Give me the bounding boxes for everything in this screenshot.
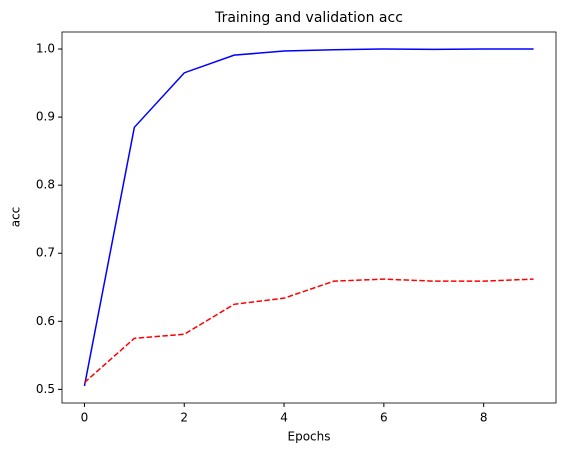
y-tick-label: 0.9 (36, 110, 55, 124)
y-tick-label: 0.5 (36, 382, 55, 396)
chart-title: Training and validation acc (214, 10, 403, 26)
x-tick-label: 4 (280, 411, 288, 425)
y-tick-label: 0.8 (36, 178, 55, 192)
x-tick-label: 2 (180, 411, 188, 425)
data-line (83, 48, 534, 387)
y-axis-label: acc (9, 207, 23, 228)
x-tick-label: 6 (380, 411, 388, 425)
data-line (83, 278, 534, 384)
x-tick-label: 0 (81, 411, 89, 425)
x-axis-label: Epochs (288, 430, 331, 444)
y-tick-label: 0.6 (36, 314, 55, 328)
x-tick-label: 8 (480, 411, 488, 425)
y-tick-label: 1.0 (36, 42, 55, 56)
y-tick-label: 0.7 (36, 246, 55, 260)
plot-frame (61, 31, 557, 404)
